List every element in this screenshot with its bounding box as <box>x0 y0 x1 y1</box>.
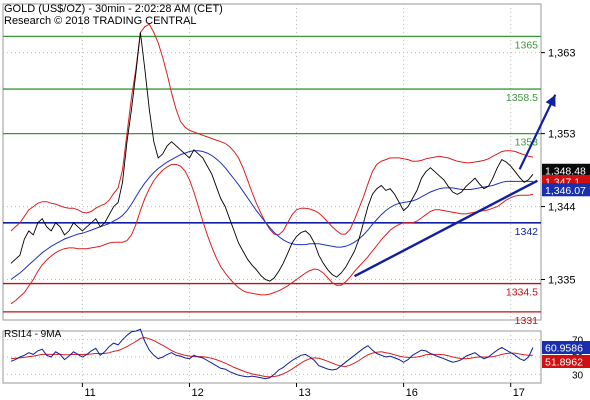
x-tick-label: 11 <box>84 387 95 399</box>
price-tag-box <box>542 183 590 197</box>
level-label: 1353 <box>515 137 539 149</box>
support-resistance-levels: 1365 1358.5 1353 1342 1334.5 1331 <box>3 35 541 327</box>
bollinger-lower-line <box>10 163 534 305</box>
price-tag-label: 1,346.07 <box>545 185 586 197</box>
rsi-tag-box <box>542 355 590 369</box>
level-label: 1331 <box>515 315 539 327</box>
rsi-tag-label: 51.8962 <box>545 357 583 369</box>
rsi-tag-label: 60.9586 <box>545 343 583 355</box>
level-label: 1358.5 <box>506 92 538 104</box>
price-tag-box <box>542 163 590 177</box>
rsi-ma-line <box>10 336 533 378</box>
price-tag-label: 1,348.48 <box>545 165 586 177</box>
chart-header-line2: Research © 2018 TRADING CENTRAL <box>4 15 197 27</box>
price-panel-frame <box>2 3 542 321</box>
x-tick-label: 13 <box>299 387 311 399</box>
bollinger-upper-line <box>10 23 534 236</box>
forecast-arrow-shaft <box>518 94 557 170</box>
price-close-line <box>10 32 534 282</box>
rsi-series-lines <box>10 328 534 380</box>
y-tick-label: 1,344 <box>548 202 576 214</box>
rsi-tag-box <box>542 341 590 355</box>
price-series-lines <box>10 23 534 305</box>
rsi-y-tick-label: 30 <box>572 370 584 381</box>
y-tick-label: 1,353 <box>548 129 576 141</box>
rsi-panel-grid <box>2 330 542 384</box>
x-tick-label: 12 <box>191 387 203 399</box>
y-tick-label: 1,335 <box>548 274 576 286</box>
x-tick-label: 16 <box>406 387 418 399</box>
rsi-panel-title: RSI14 - 9MA <box>4 329 62 340</box>
rsi-line <box>10 328 534 380</box>
level-label: 1334.5 <box>506 287 538 299</box>
chart-header-line1: GOLD (US$/OZ) - 30min - 2:02:28 AM (CET) <box>4 3 223 15</box>
forecast-arrow-head <box>545 94 556 108</box>
moving-average-line <box>10 150 533 280</box>
level-label: 1365 <box>515 39 539 51</box>
x-tick-label: 17 <box>513 387 525 399</box>
uptrend-line <box>353 179 539 278</box>
level-label: 1342 <box>515 226 539 238</box>
y-tick-label: 1,363 <box>548 48 576 60</box>
trend-annotations <box>353 94 557 278</box>
